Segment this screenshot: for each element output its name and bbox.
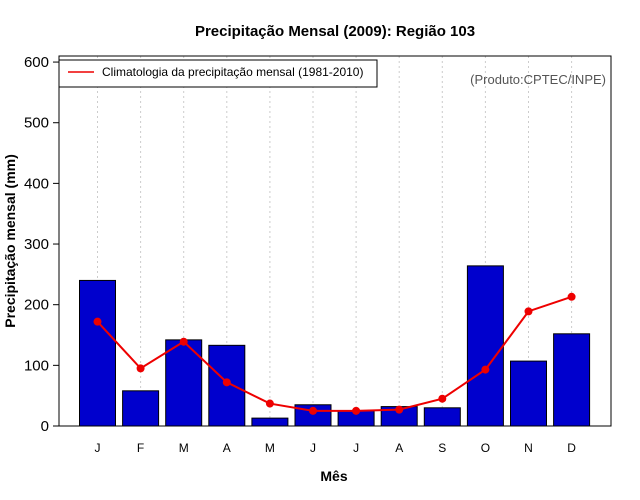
x-tick-label-3: A xyxy=(223,441,231,455)
climatology-point-10 xyxy=(524,307,533,316)
grid-lines xyxy=(97,56,573,426)
x-tick-label-8: S xyxy=(438,441,446,455)
y-tick-label-0: 0 xyxy=(41,418,49,435)
bar-11 xyxy=(553,333,591,427)
x-tick-label-10: N xyxy=(524,441,533,455)
y-tick-label-100: 100 xyxy=(24,357,49,374)
legend-box xyxy=(58,59,378,88)
climatology-line-series xyxy=(93,292,576,415)
x-tick-label-6: J xyxy=(353,441,359,455)
x-tick-label-5: J xyxy=(310,441,316,455)
chart-title: Precipitação Mensal (2009): Região 103 xyxy=(195,23,475,40)
climatology-point-3 xyxy=(222,378,231,387)
x-tick-label-9: O xyxy=(481,441,490,455)
climatology-point-5 xyxy=(309,406,317,415)
bar-1 xyxy=(122,390,160,427)
climatology-point-1 xyxy=(136,364,145,373)
y-tick-label-400: 400 xyxy=(24,175,49,192)
x-tick-label-1: F xyxy=(137,441,144,455)
bar-4 xyxy=(251,417,289,427)
climatology-point-8 xyxy=(438,394,447,403)
bar-series xyxy=(79,265,591,427)
x-tick-label-0: J xyxy=(95,441,101,455)
y-axis: 0 100 200 300 400 500 600 xyxy=(24,54,59,435)
climatology-point-7 xyxy=(395,405,404,414)
legend-entry-climatology: Climatologia da precipitação mensal (198… xyxy=(102,65,363,79)
bar-10 xyxy=(510,360,547,427)
x-tick-label-2: M xyxy=(179,441,189,455)
climatology-point-11 xyxy=(567,292,576,301)
y-tick-label-500: 500 xyxy=(24,115,49,132)
y-tick-label-200: 200 xyxy=(24,297,49,314)
climatology-point-4 xyxy=(265,399,274,408)
x-tick-label-7: A xyxy=(395,441,403,455)
climatology-point-6 xyxy=(352,406,361,415)
climatology-point-0 xyxy=(93,317,102,326)
bar-0 xyxy=(79,279,116,427)
x-axis-label: Mês xyxy=(320,468,347,484)
x-tick-label-11: D xyxy=(567,441,576,455)
climatology-line xyxy=(96,295,572,412)
bar-8 xyxy=(423,407,461,427)
y-tick-label-300: 300 xyxy=(24,236,49,253)
legend: Climatologia da precipitação mensal (198… xyxy=(58,59,378,88)
bar-9 xyxy=(466,265,504,427)
source-annotation: (Produto:CPTEC/INPE) xyxy=(470,72,606,87)
y-tick-label-600: 600 xyxy=(24,54,49,71)
x-tick-label-4: M xyxy=(265,441,275,455)
y-axis-label: Precipitação mensal (mm) xyxy=(2,154,18,328)
climatology-point-9 xyxy=(481,365,490,374)
plot-area-frame xyxy=(58,55,612,427)
climatology-point-2 xyxy=(179,337,188,346)
